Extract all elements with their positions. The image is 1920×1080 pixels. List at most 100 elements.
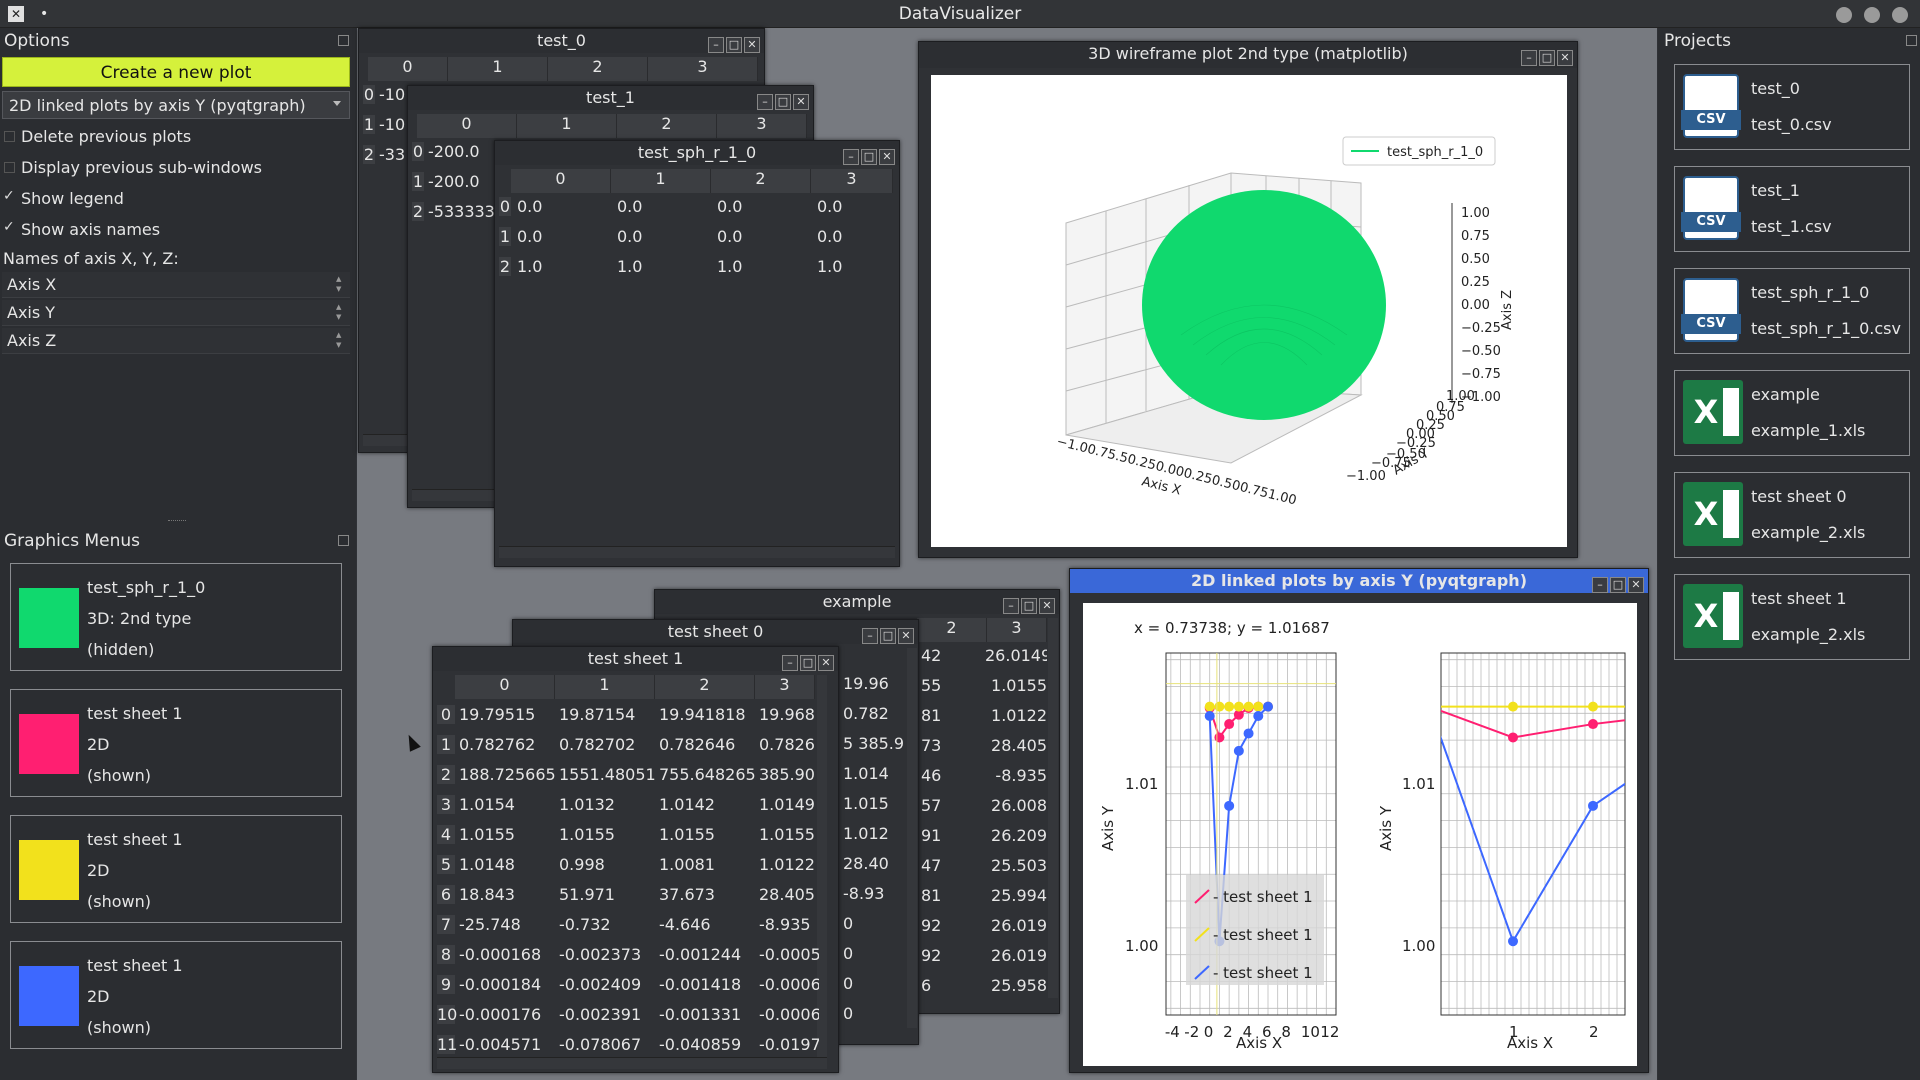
row-header[interactable]: 11 [437,1035,458,1054]
table-cell[interactable]: -0.001418 [659,975,742,994]
row-header[interactable]: 0 [412,142,424,161]
table-cell[interactable]: 57 [921,796,942,815]
table-window-test-sheet-1[interactable]: test sheet 1 – □ ✕ 0 1 2 3 0 19.79515 19.871… [432,646,839,1073]
row-header[interactable]: 1 [363,115,375,134]
row-header[interactable]: 5 [437,855,455,874]
row-header[interactable]: 0 [499,197,511,216]
table-cell[interactable]: -0.0006 [759,975,819,994]
table-cell[interactable]: -0.004571 [459,1035,542,1054]
column-header[interactable]: 3 [648,57,758,81]
close-icon[interactable]: ✕ [879,149,895,165]
close-icon[interactable]: ✕ [818,655,834,671]
table-cell[interactable]: 81 [921,886,942,905]
table-cell[interactable]: -4.646 [659,915,711,934]
table-cell[interactable]: -0.078067 [559,1035,642,1054]
create-plot-button[interactable]: Create a new plot [2,57,350,87]
table-cell[interactable]: 0.0 [517,197,543,216]
row-header[interactable]: 6 [437,885,455,904]
table-cell[interactable]: 0 [843,974,854,993]
spin-arrows-icon[interactable]: ▲ ▼ [336,303,342,321]
color-swatch[interactable] [19,966,79,1026]
column-header[interactable]: 2 [711,169,811,193]
axis-z-input[interactable]: Axis Z ▲ ▼ [2,328,350,354]
table-cell[interactable]: 1.0 [717,257,743,276]
table-cell[interactable]: 28.40 [843,854,889,873]
maximize-icon[interactable]: □ [1021,598,1037,614]
dock-splitter[interactable] [168,520,186,521]
row-header[interactable]: 1 [499,227,511,246]
table-cell[interactable]: 5 385.9 [843,734,903,753]
table-cell[interactable]: 0 [843,914,854,933]
display-previous-checkbox[interactable]: Display previous sub-windows [0,157,350,179]
maximize-icon[interactable]: □ [775,94,791,110]
table-cell[interactable]: 1.0 [617,257,643,276]
column-header[interactable]: 1 [517,114,617,138]
table-cell[interactable]: 91 [921,826,942,845]
table-cell[interactable]: 37.673 [659,885,715,904]
row-header[interactable]: 2 [437,765,455,784]
table-cell[interactable]: 1551.48051 [559,765,656,784]
minimize-icon[interactable]: – [708,37,724,53]
table-cell[interactable]: 1.0 [817,257,843,276]
table-cell[interactable]: 0 [843,944,854,963]
table-cell[interactable]: -0.001244 [659,945,742,964]
column-header[interactable]: 3 [987,618,1047,642]
plot-window-2d[interactable]: 2D linked plots by axis Y (pyqtgraph) – □… [1069,568,1649,1073]
maximize-icon[interactable]: □ [800,655,816,671]
table-cell[interactable]: 1.0142 [659,795,715,814]
column-header[interactable]: 1 [555,675,655,699]
table-cell[interactable]: 0.782762 [459,735,536,754]
column-header[interactable]: 0 [511,169,611,193]
table-cell[interactable]: 26.019 [991,916,1047,935]
column-header[interactable]: 2 [548,57,648,81]
table-cell[interactable]: 0.782646 [659,735,736,754]
minimize-icon[interactable]: – [1521,50,1537,66]
plot-type-select[interactable]: 2D linked plots by axis Y (pyqtgraph) [2,91,350,119]
table-cell[interactable]: 0.7826 [759,735,815,754]
table-cell[interactable]: 1.012 [843,824,889,843]
axis-y-input[interactable]: Axis Y ▲ ▼ [2,300,350,326]
table-cell[interactable]: 1.0155 [459,825,515,844]
row-header[interactable]: 2 [499,257,511,276]
close-icon[interactable]: ✕ [793,94,809,110]
table-cell[interactable]: -0.0197 [759,1035,819,1054]
table-cell[interactable]: 0.0 [717,197,743,216]
spin-arrows-icon[interactable]: ▲ ▼ [336,275,342,293]
plot-3d-canvas[interactable]: 1.00 0.75 0.50 0.25 0.00 −0.25 −0.50 −0.… [931,75,1567,547]
maximize-icon[interactable]: □ [861,149,877,165]
table-cell[interactable]: 0.0 [617,197,643,216]
minimize-icon[interactable]: – [843,149,859,165]
row-header[interactable]: 2 [412,202,424,221]
column-header[interactable]: 3 [811,169,893,193]
plot-2d-canvas[interactable]: x = 0.73738; y = 1.01687 -4 -2 0 2 4 6 8 10 12 1… [1083,603,1637,1066]
minimize-icon[interactable]: – [1592,577,1608,593]
project-card[interactable]: CSV test_0 test_0.csv [1674,64,1910,150]
table-cell[interactable]: -533333 [428,202,495,221]
column-header[interactable]: 1 [611,169,711,193]
table-cell[interactable]: 0.998 [559,855,605,874]
table-cell[interactable]: 1.0122 [759,855,815,874]
column-header[interactable]: 0 [417,114,517,138]
table-cell[interactable]: -0.000184 [459,975,542,994]
vertical-scrollbar[interactable] [817,675,827,1061]
row-header[interactable]: 4 [437,825,455,844]
table-cell[interactable]: 1.0155 [559,825,615,844]
column-header[interactable]: 2 [917,618,987,642]
table-cell[interactable]: 25.994 [991,886,1047,905]
minimize-icon[interactable]: – [862,628,878,644]
table-cell[interactable]: 1.0155 [991,676,1047,695]
table-cell[interactable]: 1.0154 [459,795,515,814]
plot-window-3d[interactable]: 3D wireframe plot 2nd type (matplotlib) … [918,41,1578,558]
table-cell[interactable]: -8.935 [995,766,1047,785]
table-cell[interactable]: -0.002373 [559,945,642,964]
column-header[interactable]: 2 [655,675,755,699]
row-header[interactable]: 0 [437,705,455,724]
table-cell[interactable]: 73 [921,736,942,755]
table-cell[interactable]: 42 [921,646,942,665]
table-cell[interactable]: -200.0 [428,142,480,161]
table-cell[interactable]: -0.000176 [459,1005,542,1024]
table-cell[interactable]: 19.79515 [459,705,536,724]
close-button[interactable] [1892,7,1908,23]
